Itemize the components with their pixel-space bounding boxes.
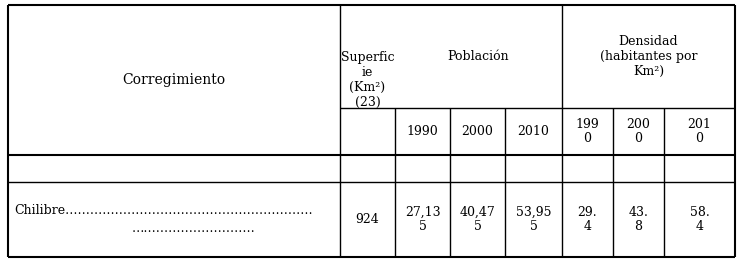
Text: Población: Población <box>448 50 509 63</box>
Text: 27,13
5: 27,13 5 <box>405 205 441 233</box>
Text: 924: 924 <box>356 213 380 226</box>
Text: 200
0: 200 0 <box>626 117 650 145</box>
Text: 29.
4: 29. 4 <box>578 205 597 233</box>
Text: Corregimiento: Corregimiento <box>123 73 226 87</box>
Text: …………………………: ………………………… <box>132 222 256 235</box>
Text: 43.
8: 43. 8 <box>629 205 649 233</box>
Text: 199
0: 199 0 <box>576 117 600 145</box>
Text: 201
0: 201 0 <box>687 117 712 145</box>
Text: 40,47
5: 40,47 5 <box>460 205 496 233</box>
Text: 2000: 2000 <box>461 125 493 138</box>
Text: Chilibre……………………………………………………: Chilibre…………………………………………………… <box>14 204 313 217</box>
Text: 53,95
5: 53,95 5 <box>516 205 551 233</box>
Text: Densidad
(habitantes por
Km²): Densidad (habitantes por Km²) <box>600 35 697 78</box>
Text: 58.
4: 58. 4 <box>690 205 710 233</box>
Text: 1990: 1990 <box>406 125 438 138</box>
Text: 2010: 2010 <box>518 125 549 138</box>
Text: Superfic
ie
(Km²)
(23): Superfic ie (Km²) (23) <box>341 51 395 109</box>
